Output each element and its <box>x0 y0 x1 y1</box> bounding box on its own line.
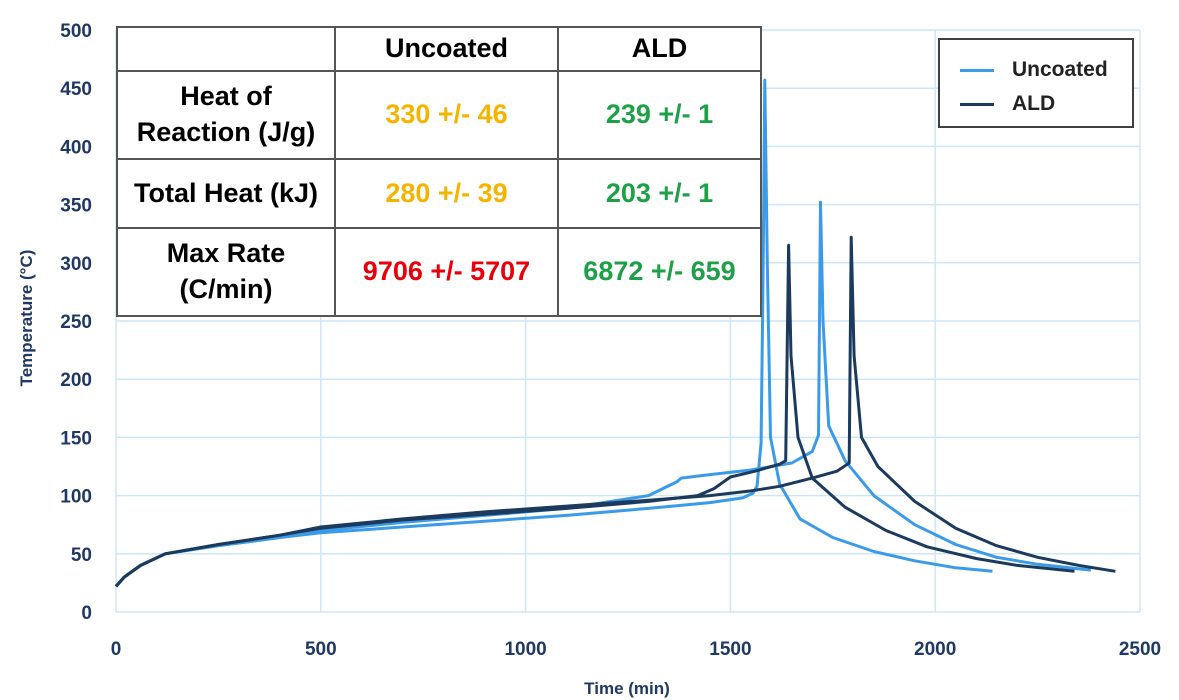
row-label: Total Heat (kJ) <box>116 158 336 229</box>
uncoated-value: 330 +/- 46 <box>334 70 559 160</box>
series-line-uncoated <box>114 200 1091 588</box>
y-tick-label: 200 <box>60 370 92 391</box>
y-tick-label: 0 <box>81 603 92 624</box>
legend-item-uncoated: Uncoated <box>960 58 1108 82</box>
table-header-uncoated: Uncoated <box>334 26 559 72</box>
y-tick-label: 400 <box>60 137 92 158</box>
legend-swatch <box>960 102 994 106</box>
series-lines <box>114 78 1116 588</box>
y-tick-label: 300 <box>60 254 92 275</box>
series-line-ald <box>114 235 1116 588</box>
ald-value: 239 +/- 1 <box>557 70 762 160</box>
table-row-total-heat: Total Heat (kJ) 280 +/- 39 203 +/- 1 <box>116 158 762 229</box>
y-tick-label: 50 <box>71 545 92 566</box>
uncoated-value: 9706 +/- 5707 <box>334 227 559 317</box>
x-tick-label: 0 <box>111 639 122 660</box>
legend-item-ald: ALD <box>960 92 1055 116</box>
x-tick-label: 1500 <box>709 639 751 660</box>
legend: Uncoated ALD <box>938 38 1134 128</box>
x-axis-title: Time (min) <box>584 679 670 698</box>
x-tick-label: 2000 <box>914 639 956 660</box>
tick-labels: 0 50 100 150 200 250 300 350 400 450 500 0 500 1000 15… <box>60 21 1161 660</box>
y-tick-label: 100 <box>60 487 92 508</box>
legend-swatch <box>960 68 994 72</box>
uncoated-value: 280 +/- 39 <box>334 158 559 229</box>
x-tick-label: 2500 <box>1119 639 1161 660</box>
table-header-empty <box>116 26 336 72</box>
y-tick-label: 350 <box>60 196 92 217</box>
y-tick-label: 250 <box>60 312 92 333</box>
ald-value: 203 +/- 1 <box>557 158 762 229</box>
table-row-heat-of-reaction: Heat of Reaction (J/g) 330 +/- 46 239 +/… <box>116 70 762 160</box>
legend-label: ALD <box>1012 92 1056 115</box>
legend-label: Uncoated <box>1012 58 1108 81</box>
table-header-ald: ALD <box>557 26 762 72</box>
table-header-row: Uncoated ALD <box>116 26 762 72</box>
row-label: Heat of Reaction (J/g) <box>116 70 336 160</box>
results-table: Uncoated ALD Heat of Reaction (J/g) 330 … <box>116 26 762 317</box>
y-tick-label: 150 <box>60 428 92 449</box>
row-label: Max Rate (C/min) <box>116 227 336 317</box>
x-tick-label: 500 <box>305 639 337 660</box>
ald-value: 6872 +/- 659 <box>557 227 762 317</box>
x-tick-label: 1000 <box>504 639 546 660</box>
y-axis-title: Temperature (°C) <box>17 250 36 387</box>
table-row-max-rate: Max Rate (C/min) 9706 +/- 5707 6872 +/- … <box>116 227 762 317</box>
y-tick-label: 500 <box>60 21 92 42</box>
y-tick-label: 450 <box>60 79 92 100</box>
